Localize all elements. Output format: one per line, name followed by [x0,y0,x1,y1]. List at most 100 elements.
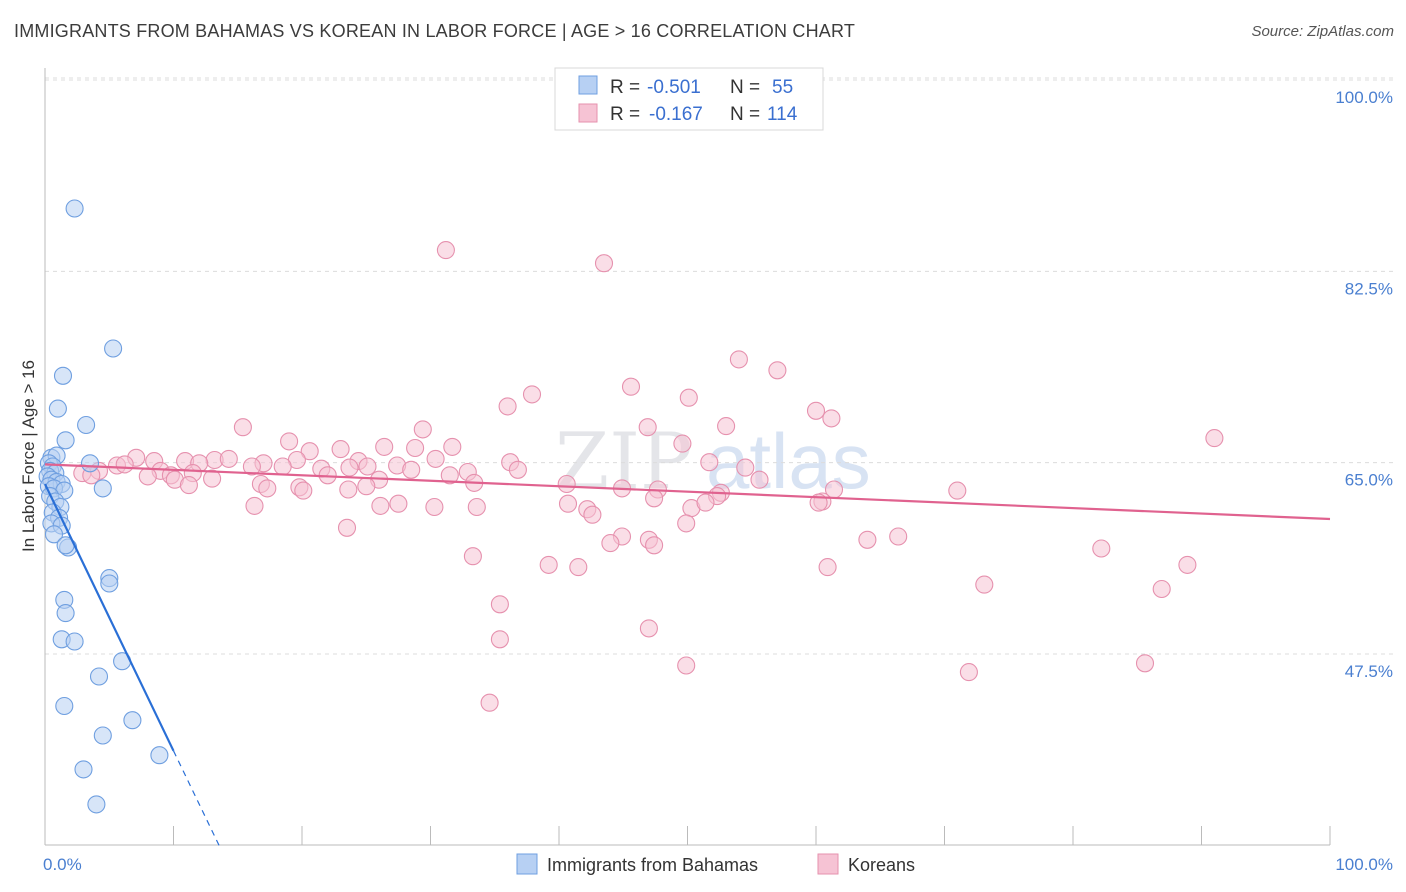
koreans-point-92 [601,534,620,553]
series-legend-swatch-bahamas [516,853,538,875]
koreans-point-74 [645,489,664,508]
bahamas-point-2 [53,366,73,385]
y-tick-label-0: 100.0% [1335,88,1393,107]
x-tick-label-1: 100.0% [1335,855,1393,874]
koreans-point-10 [233,418,252,437]
koreans-point-6 [679,388,698,407]
y-axis-title: In Labor Force | Age > 16 [19,360,38,552]
koreans-points [73,241,1224,712]
koreans-point-85 [245,496,264,515]
stats-r-value-bahamas: -0.501 [647,77,701,98]
y-tick-labels: 100.0% 82.5% 65.0% 47.5% [1335,88,1393,681]
koreans-point-13 [717,417,736,436]
koreans-point-56 [750,470,769,489]
bahamas-point-41 [93,726,112,745]
stats-n-label-koreans: N = [730,104,760,125]
koreans-point-5 [522,385,542,404]
koreans-point-109 [480,693,499,712]
stats-r-label-bahamas: R = [610,77,640,98]
koreans-point-33 [700,453,719,472]
koreans-point-0 [436,241,455,260]
koreans-point-4 [621,377,641,396]
koreans-point-63 [294,481,313,500]
koreans-point-101 [975,575,994,594]
series-legend-label-koreans: Koreans [848,855,915,875]
koreans-point-46 [736,458,755,477]
koreans-point-16 [375,437,394,456]
koreans-point-52 [203,469,222,488]
koreans-point-35 [115,455,134,474]
koreans-point-7 [498,397,517,416]
koreans-point-82 [558,494,578,513]
stats-r-value-koreans: -0.167 [649,104,703,125]
koreans-point-99 [818,558,837,577]
koreans-point-43 [402,460,421,479]
koreans-point-86 [583,505,602,524]
bahamas-point-1 [104,339,123,358]
koreans-point-91 [889,527,908,546]
koreans-point-107 [959,663,978,682]
koreans-point-72 [948,481,967,500]
bahamas-point-43 [74,760,93,779]
koreans-point-84 [696,493,715,512]
koreans-point-12 [638,418,657,437]
trend-lines [44,463,1331,848]
bahamas-point-4 [77,415,96,435]
bahamas-point-40 [123,711,142,730]
stats-r-label-koreans: R = [610,104,640,125]
koreans-point-14 [1205,429,1224,448]
bahamas-point-39 [55,696,74,716]
koreans-point-64 [339,480,358,499]
stats-legend-swatch-bahamas [578,75,598,95]
koreans-point-105 [490,630,509,649]
koreans-point-49 [138,467,157,486]
chart-title: IMMIGRANTS FROM BAHAMAS VS KOREAN IN LAB… [14,21,856,41]
koreans-point-18 [443,437,462,456]
series-legend: Immigrants from Bahamas Koreans [516,853,915,875]
koreans-point-9 [822,409,841,428]
koreans-point-96 [1092,539,1111,558]
bahamas-points [38,199,169,814]
koreans-point-80 [467,497,486,517]
bahamas-point-3 [48,399,67,418]
koreans-point-79 [425,497,444,517]
koreans-point-31 [426,449,445,468]
y-tick-label-2: 65.0% [1345,471,1393,490]
koreans-point-65 [357,477,376,496]
koreans-point-19 [300,442,319,461]
bahamas-point-34 [56,604,75,623]
bahamas-point-36 [65,632,84,651]
stats-n-value-bahamas: 55 [772,77,793,98]
koreans-trend-line [44,463,1331,521]
koreans-point-88 [337,518,357,537]
series-legend-swatch-koreans [817,853,839,875]
koreans-point-2 [729,350,748,369]
koreans-point-8 [806,401,826,420]
x-tick-label-0: 0.0% [43,855,82,874]
koreans-point-15 [280,432,299,451]
stats-legend-swatch-koreans [578,103,598,123]
bahamas-point-28 [44,525,64,544]
y-tick-label-3: 47.5% [1345,662,1393,681]
bahamas-point-19 [93,479,112,498]
watermark-atlas: atlas [706,417,871,505]
stats-n-value-koreans: 114 [767,104,798,125]
bahamas-point-44 [87,795,106,814]
koreans-point-102 [1152,579,1171,599]
stats-n-label-bahamas: N = [730,77,760,98]
koreans-point-100 [1178,555,1197,574]
koreans-point-42 [358,457,377,476]
koreans-point-20 [331,440,350,459]
bahamas-trend-line [44,483,175,752]
koreans-point-11 [413,420,432,439]
bahamas-point-38 [89,667,109,686]
koreans-point-103 [490,595,509,614]
koreans-point-17 [406,438,425,458]
koreans-point-3 [768,361,787,380]
koreans-point-77 [371,496,390,515]
koreans-point-97 [539,555,558,574]
bahamas-point-0 [65,199,84,218]
koreans-point-67 [557,474,576,494]
bahamas-trend-extension [172,750,221,848]
